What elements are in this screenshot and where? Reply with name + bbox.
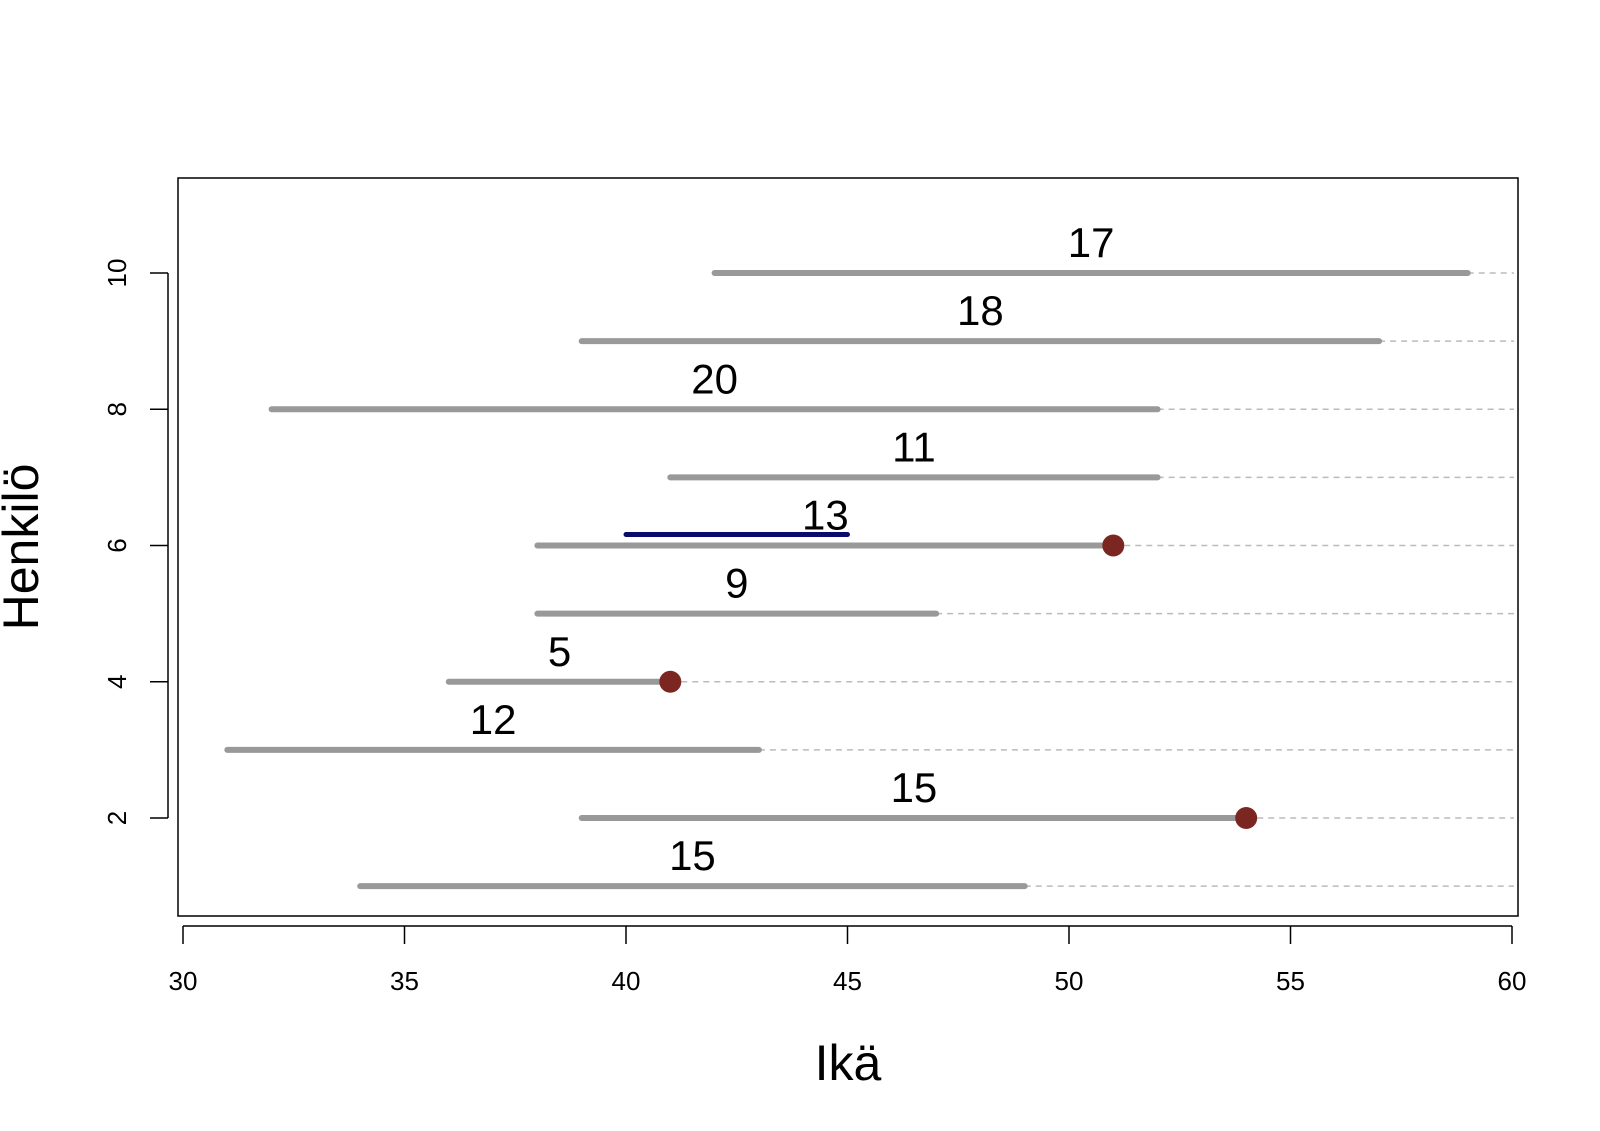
data-label-6: 13: [802, 492, 849, 539]
data-label-4: 5: [548, 628, 571, 675]
x-tick-label-55: 55: [1276, 966, 1305, 996]
x-tick-label-45: 45: [833, 966, 862, 996]
dashed-lines: [670, 272, 1514, 887]
data-labels: 15 15 12 5 9 13 11 20 18 17: [470, 219, 1115, 879]
y-tick-label-10: 10: [102, 259, 132, 288]
x-tick-label-35: 35: [390, 966, 419, 996]
y-tick-label-2: 2: [102, 811, 132, 825]
y-tick-label-6: 6: [102, 538, 132, 552]
event-point-6: [1102, 534, 1125, 557]
x-tick-label-60: 60: [1498, 966, 1527, 996]
event-point-2: [1235, 807, 1258, 829]
data-label-7: 11: [892, 423, 936, 470]
y-tick-label-8: 8: [102, 402, 132, 416]
event-points: [659, 534, 1258, 829]
x-tick-label-40: 40: [612, 966, 641, 996]
x-axis: 30 35 40 45 50 55 60: [169, 925, 1527, 996]
data-label-2: 15: [891, 764, 938, 811]
data-label-8: 20: [691, 355, 738, 402]
event-point-4: [659, 670, 682, 693]
x-axis-title: Ikä: [815, 1035, 882, 1091]
data-label-9: 18: [957, 287, 1004, 334]
y-axis-title: Henkilö: [0, 464, 49, 631]
data-label-1: 15: [669, 832, 716, 879]
y-axis: 2 4 6 8 10: [102, 259, 169, 825]
data-label-10: 17: [1068, 219, 1115, 266]
x-tick-label-30: 30: [169, 966, 198, 996]
plot-frame: [177, 177, 1519, 917]
data-label-5: 9: [725, 560, 748, 607]
x-tick-label-50: 50: [1055, 966, 1084, 996]
lifelines: [224, 270, 1471, 890]
y-tick-label-4: 4: [102, 675, 132, 689]
data-label-3: 12: [470, 696, 517, 743]
